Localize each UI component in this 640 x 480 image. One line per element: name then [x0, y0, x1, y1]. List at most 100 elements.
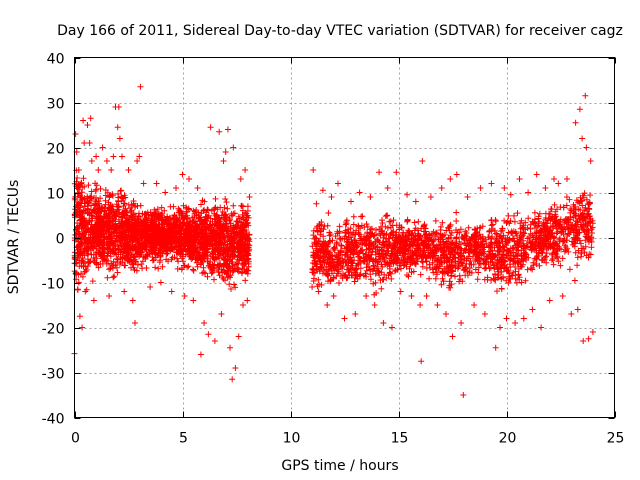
data-point	[78, 180, 84, 187]
data-point	[389, 324, 395, 331]
data-point	[227, 344, 233, 351]
y-axis-label: SDTVAR / TECUs	[6, 180, 22, 295]
data-point	[74, 286, 81, 293]
data-point	[572, 119, 579, 126]
data-point	[419, 158, 426, 164]
data-point	[115, 104, 122, 110]
data-point	[324, 302, 331, 308]
y-tick-labels: -40 -30 -20 -10 0 10 20 30 40	[42, 52, 65, 428]
data-point	[310, 167, 317, 173]
y-tick-label: -10	[42, 277, 65, 293]
data-point	[108, 167, 115, 173]
data-point	[224, 126, 231, 133]
data-point	[348, 198, 354, 205]
data-point	[181, 293, 188, 299]
x-tick-label: 0	[71, 431, 80, 447]
dense-point-cloud	[71, 167, 596, 298]
data-point	[168, 288, 175, 295]
data-point	[512, 320, 519, 326]
data-point	[384, 185, 391, 191]
data-point	[434, 302, 441, 308]
x-tick-label: 10	[283, 431, 301, 447]
data-point	[587, 158, 594, 164]
data-point	[140, 180, 147, 187]
data-point	[568, 311, 575, 317]
data-point	[481, 311, 488, 317]
data-points	[71, 83, 596, 398]
data-point	[471, 302, 478, 308]
data-point	[186, 176, 192, 182]
data-point	[82, 288, 89, 295]
data-point	[546, 297, 553, 304]
data-point	[157, 279, 164, 286]
data-point	[408, 293, 415, 299]
data-point	[88, 158, 95, 164]
data-point	[242, 167, 249, 173]
data-point	[397, 288, 404, 295]
data-point	[81, 140, 88, 146]
chart-title: Day 166 of 2011, Sidereal Day-to-day VTE…	[57, 23, 623, 39]
data-point	[497, 324, 503, 331]
data-point	[244, 297, 251, 304]
data-point	[237, 176, 244, 182]
data-point	[341, 315, 348, 322]
data-point	[80, 117, 87, 124]
data-point	[162, 189, 169, 196]
data-point	[507, 191, 514, 198]
data-point	[551, 176, 557, 182]
data-point	[574, 306, 581, 313]
x-tick-labels: 0 5 10 15 20 25	[71, 431, 624, 447]
data-point	[460, 392, 467, 398]
data-point	[453, 171, 460, 178]
data-point	[129, 297, 136, 304]
data-point	[579, 135, 586, 142]
data-point	[79, 324, 86, 331]
data-point	[492, 344, 499, 351]
x-tick-label: 25	[607, 431, 625, 447]
data-point	[173, 185, 179, 191]
data-point	[84, 122, 91, 128]
data-point	[246, 194, 253, 200]
data-point	[559, 293, 566, 299]
data-point	[147, 284, 154, 290]
data-point	[503, 315, 510, 322]
data-point	[240, 302, 246, 308]
data-point	[114, 124, 121, 131]
data-point	[520, 315, 527, 322]
axis-ticks	[74, 57, 616, 419]
data-point	[464, 194, 471, 200]
data-point	[582, 92, 589, 99]
data-point	[477, 185, 484, 191]
data-point	[529, 306, 536, 313]
data-point	[207, 124, 214, 131]
data-point	[418, 358, 425, 365]
data-point	[95, 167, 102, 173]
data-point	[363, 293, 370, 299]
x-tick-label: 15	[391, 431, 409, 447]
data-point	[313, 200, 320, 207]
data-point	[76, 313, 83, 320]
data-point	[458, 320, 465, 326]
data-point	[153, 180, 160, 187]
data-point	[380, 320, 387, 326]
data-point	[103, 158, 110, 164]
data-point	[583, 144, 590, 151]
data-point	[328, 194, 335, 200]
data-point	[90, 297, 97, 304]
y-tick-label: -30	[42, 367, 65, 383]
data-point	[438, 185, 445, 191]
data-point	[525, 189, 532, 196]
data-point	[125, 167, 132, 173]
data-point	[393, 169, 400, 176]
data-point	[412, 198, 419, 205]
data-point	[449, 333, 456, 340]
data-point	[132, 320, 138, 326]
data-point	[335, 180, 341, 187]
y-tick-label: 0	[56, 232, 65, 248]
data-point	[220, 158, 227, 164]
data-point	[417, 302, 424, 308]
data-point	[589, 329, 596, 335]
data-point	[222, 149, 229, 155]
data-point	[315, 288, 322, 295]
